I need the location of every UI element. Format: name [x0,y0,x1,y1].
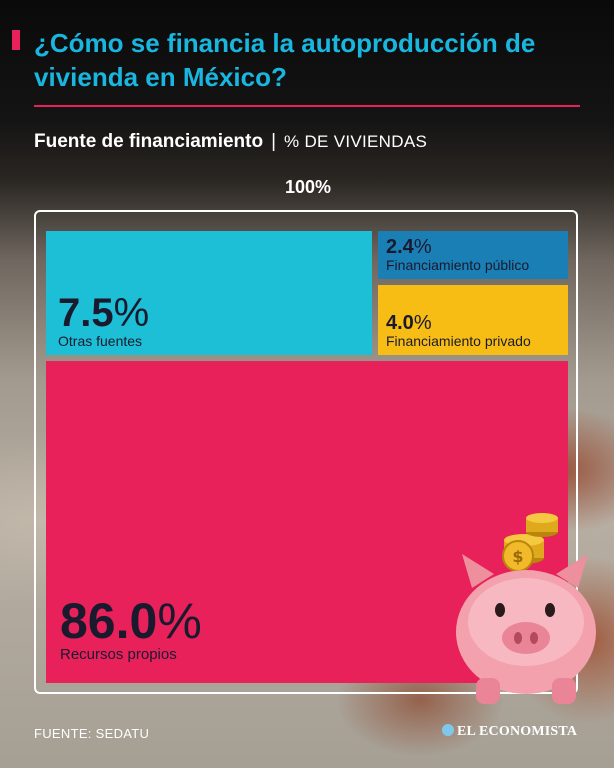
cell-value: 4.0% [386,312,432,334]
cell-label: Financiamiento privado [386,333,531,349]
total-label: 100% [284,177,332,197]
cell-value: 86.0% [60,593,202,649]
treemap-cell-financiamiento-privado: 4.0% Financiamiento privado [378,285,568,355]
brand-name: EL ECONOMISTA [457,724,578,739]
treemap-cell-financiamiento-p-blico: 2.4% Financiamiento público [378,231,568,279]
cell-label: Recursos propios [60,646,177,663]
chart-subtitle: Fuente de financiamiento | % DE VIVIENDAS [34,131,427,153]
brand-mark-icon [442,724,454,736]
svg-text:$: $ [512,547,523,566]
source-note: FUENTE: SEDATU [34,726,150,741]
treemap-cell-otras-fuentes: 7.5% Otras fuentes [46,231,372,355]
title-accent-bar [12,30,20,50]
chart-title: ¿Cómo se financia la autoproducción de v… [34,28,536,92]
cell-label: Otras fuentes [58,333,143,349]
chart-frame [34,210,578,694]
subtitle-unit: % DE VIVIENDAS [284,132,428,151]
subtitle-separator: | [271,131,277,152]
brand-logo: EL ECONOMISTA [442,724,577,740]
cell-value: 2.4% [386,236,432,258]
title-divider [34,105,580,107]
subtitle-main: Fuente de financiamiento [34,131,264,152]
cell-label: Financiamiento público [386,257,530,273]
cell-value: 7.5% [58,291,150,335]
piggy-bank-with-coins-icon: $ [456,513,596,704]
